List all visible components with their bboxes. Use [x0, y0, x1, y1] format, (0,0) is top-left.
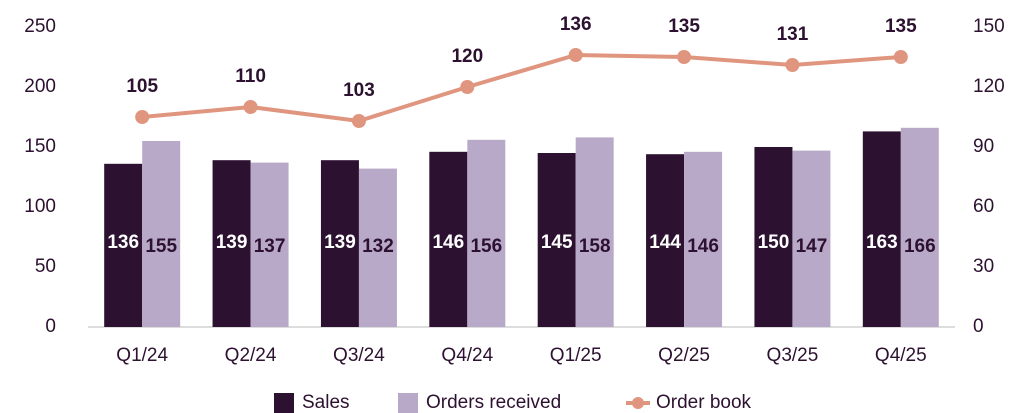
legend-swatch — [274, 393, 294, 413]
bar — [320, 160, 359, 327]
data-label: 136 — [107, 232, 139, 253]
bar — [862, 131, 901, 327]
data-label: 139 — [216, 232, 248, 253]
data-label: 150 — [758, 232, 790, 253]
data-label: 146 — [432, 232, 464, 253]
x-tick-label: Q2/24 — [225, 345, 277, 366]
legend-swatch — [398, 393, 418, 413]
bar — [429, 151, 468, 327]
bar — [646, 154, 685, 327]
data-label: 137 — [254, 236, 286, 257]
y2-tick-label: 90 — [973, 136, 994, 157]
data-label: 158 — [579, 236, 611, 257]
y2-tick-label: 150 — [973, 16, 1005, 37]
data-label: 139 — [324, 232, 356, 253]
data-label: 103 — [343, 80, 375, 101]
y-tick-label: 250 — [24, 16, 56, 37]
data-label: 147 — [796, 236, 828, 257]
data-label: 105 — [126, 76, 158, 97]
data-label: 144 — [649, 232, 681, 253]
legend-swatch — [632, 397, 644, 409]
data-label: 120 — [451, 46, 483, 67]
y-tick-label: 150 — [24, 136, 56, 157]
line-point — [568, 48, 583, 62]
data-label: 156 — [470, 236, 502, 257]
data-label: 110 — [235, 66, 266, 87]
bar — [104, 163, 143, 327]
data-label: 131 — [777, 24, 809, 45]
line-point — [785, 58, 800, 72]
x-tick-label: Q1/25 — [550, 345, 602, 366]
x-tick-label: Q2/25 — [658, 345, 710, 366]
data-label: 146 — [687, 236, 719, 257]
bar — [467, 139, 506, 327]
bar — [754, 147, 793, 327]
y2-tick-label: 30 — [973, 256, 994, 277]
y-tick-label: 50 — [35, 256, 56, 277]
line-point — [460, 80, 475, 94]
x-tick-label: Q3/24 — [333, 345, 385, 366]
x-tick-label: Q3/25 — [767, 345, 819, 366]
data-label: 145 — [541, 232, 573, 253]
line — [142, 52, 901, 124]
x-tick-label: Q4/24 — [441, 345, 493, 366]
x-tick-label: Q1/24 — [116, 345, 168, 366]
bar — [358, 168, 397, 327]
bar — [900, 127, 939, 327]
data-label: 166 — [904, 236, 936, 257]
data-label: 136 — [560, 14, 592, 35]
data-label: 163 — [866, 232, 898, 253]
y-tick-label: 0 — [45, 316, 56, 337]
bar — [575, 137, 614, 327]
legend-label: Orders received — [426, 392, 561, 413]
bar — [537, 153, 576, 327]
legend-label: Order book — [656, 392, 752, 413]
bar — [142, 141, 181, 327]
x-tick-label: Q4/25 — [875, 345, 927, 366]
legend-label: Sales — [302, 392, 350, 413]
y2-tick-label: 60 — [973, 196, 994, 217]
bar — [212, 160, 251, 327]
y2-tick-label: 120 — [973, 76, 1005, 97]
data-label: 155 — [145, 236, 177, 257]
bar — [250, 162, 289, 327]
y-tick-label: 100 — [24, 196, 56, 217]
data-label: 135 — [885, 16, 917, 37]
bar — [792, 150, 831, 327]
line-point — [893, 50, 908, 64]
line-point — [135, 110, 150, 124]
y2-tick-label: 0 — [973, 316, 984, 337]
data-label: 132 — [362, 236, 394, 257]
line-point — [677, 50, 692, 64]
y-tick-label: 200 — [24, 76, 56, 97]
line-point — [351, 114, 366, 128]
data-label: 135 — [668, 16, 700, 37]
line-point — [243, 100, 258, 114]
bar — [684, 151, 723, 327]
